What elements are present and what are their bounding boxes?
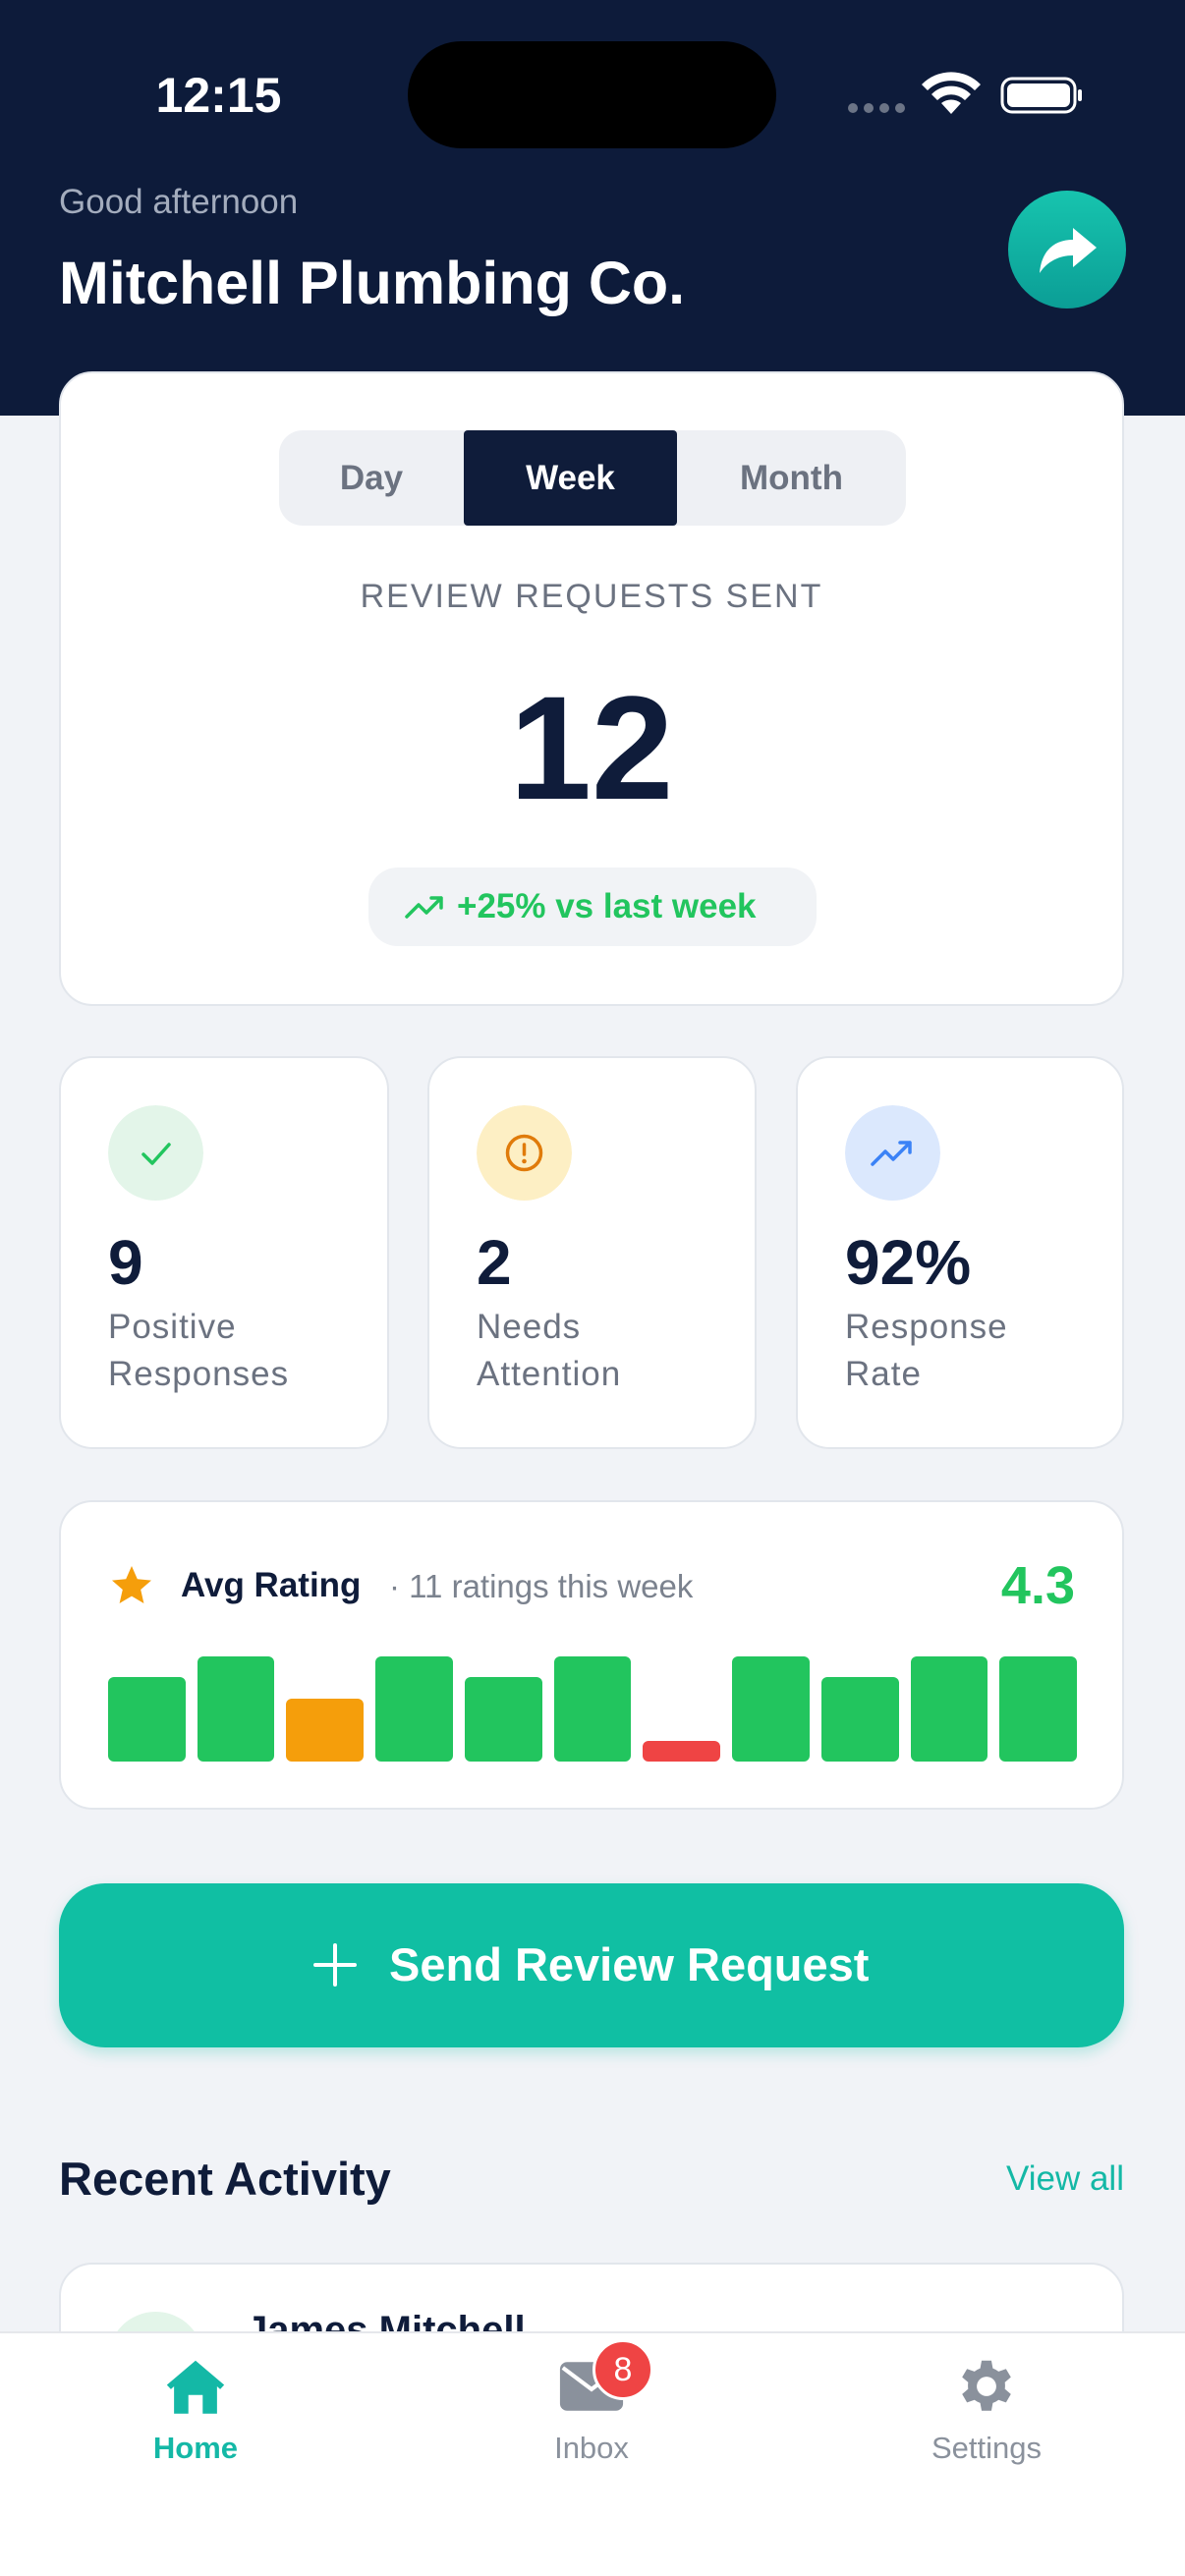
rating-bar: [553, 1656, 632, 1762]
stat-value: 9: [108, 1227, 143, 1298]
rating-title: Avg Rating: [181, 1566, 362, 1604]
status-time: 12:15: [155, 68, 282, 123]
settings-icon[interactable]: [952, 2352, 1021, 2421]
stat-label: Needs Attention: [477, 1308, 622, 1393]
stat-icon: [845, 1105, 940, 1201]
rating-value: 4.3: [1000, 1556, 1075, 1615]
rating-bar: [197, 1656, 275, 1762]
period-tab[interactable]: Week: [464, 430, 677, 526]
trend-icon: [405, 896, 443, 919]
change-pill: +25% vs last week: [368, 868, 817, 946]
tab-label[interactable]: Inbox: [554, 2431, 629, 2465]
stat-card: 92% Response Rate: [796, 1056, 1124, 1449]
rating-bar: [286, 1698, 365, 1762]
rating-bar: [732, 1656, 810, 1762]
period-tab[interactable]: Month: [740, 459, 843, 497]
status-icons: [848, 72, 1082, 114]
home-icon[interactable]: [161, 2352, 230, 2421]
rating-bar: [820, 1677, 899, 1762]
stat-value: 92%: [845, 1227, 972, 1298]
send-request-button[interactable]: Send Review Request: [59, 1883, 1124, 2047]
rating-bar: [643, 1740, 721, 1762]
stat-icon: [108, 1105, 203, 1201]
rating-card: [59, 1500, 1124, 1810]
period-tabs: Day Week Month: [279, 430, 906, 526]
stat-icon: [477, 1105, 572, 1201]
change-text: +25% vs last week: [457, 887, 757, 925]
rating-subtitle: · 11 ratings this week: [389, 1568, 694, 1604]
plus-icon: [313, 1943, 357, 1987]
share-button[interactable]: [1008, 191, 1126, 308]
business-name: Mitchell Plumbing Co.: [59, 250, 686, 316]
rating-bar: [999, 1656, 1077, 1762]
inbox-badge: 8: [592, 2339, 653, 2400]
stat-card: 2 Needs Attention: [427, 1056, 757, 1449]
view-all-link[interactable]: View all: [1006, 2159, 1124, 2198]
summary-label: REVIEW REQUESTS SENT: [360, 578, 823, 615]
star-icon: [112, 1566, 151, 1603]
dynamic-island: [408, 41, 776, 148]
rating-bar: [108, 1677, 186, 1762]
stat-card: 9 Positive Responses: [59, 1056, 389, 1449]
rating-bar: [464, 1677, 542, 1762]
button-label: Send Review Request: [389, 1938, 870, 1990]
rating-bar: [910, 1656, 988, 1762]
stat-value: 2: [477, 1227, 512, 1298]
summary-value: 12: [509, 665, 674, 830]
rating-bars: [108, 1656, 1077, 1762]
tab-label[interactable]: Home: [152, 2431, 239, 2465]
period-tab[interactable]: Day: [339, 459, 404, 497]
stat-label: Positive Responses: [108, 1308, 290, 1393]
tab-label[interactable]: Settings: [931, 2431, 1042, 2465]
rating-bar: [375, 1656, 453, 1762]
section-title: Recent Activity: [59, 2153, 391, 2205]
greeting: Good afternoon: [59, 183, 299, 221]
stat-label: Response Rate: [845, 1308, 1008, 1393]
